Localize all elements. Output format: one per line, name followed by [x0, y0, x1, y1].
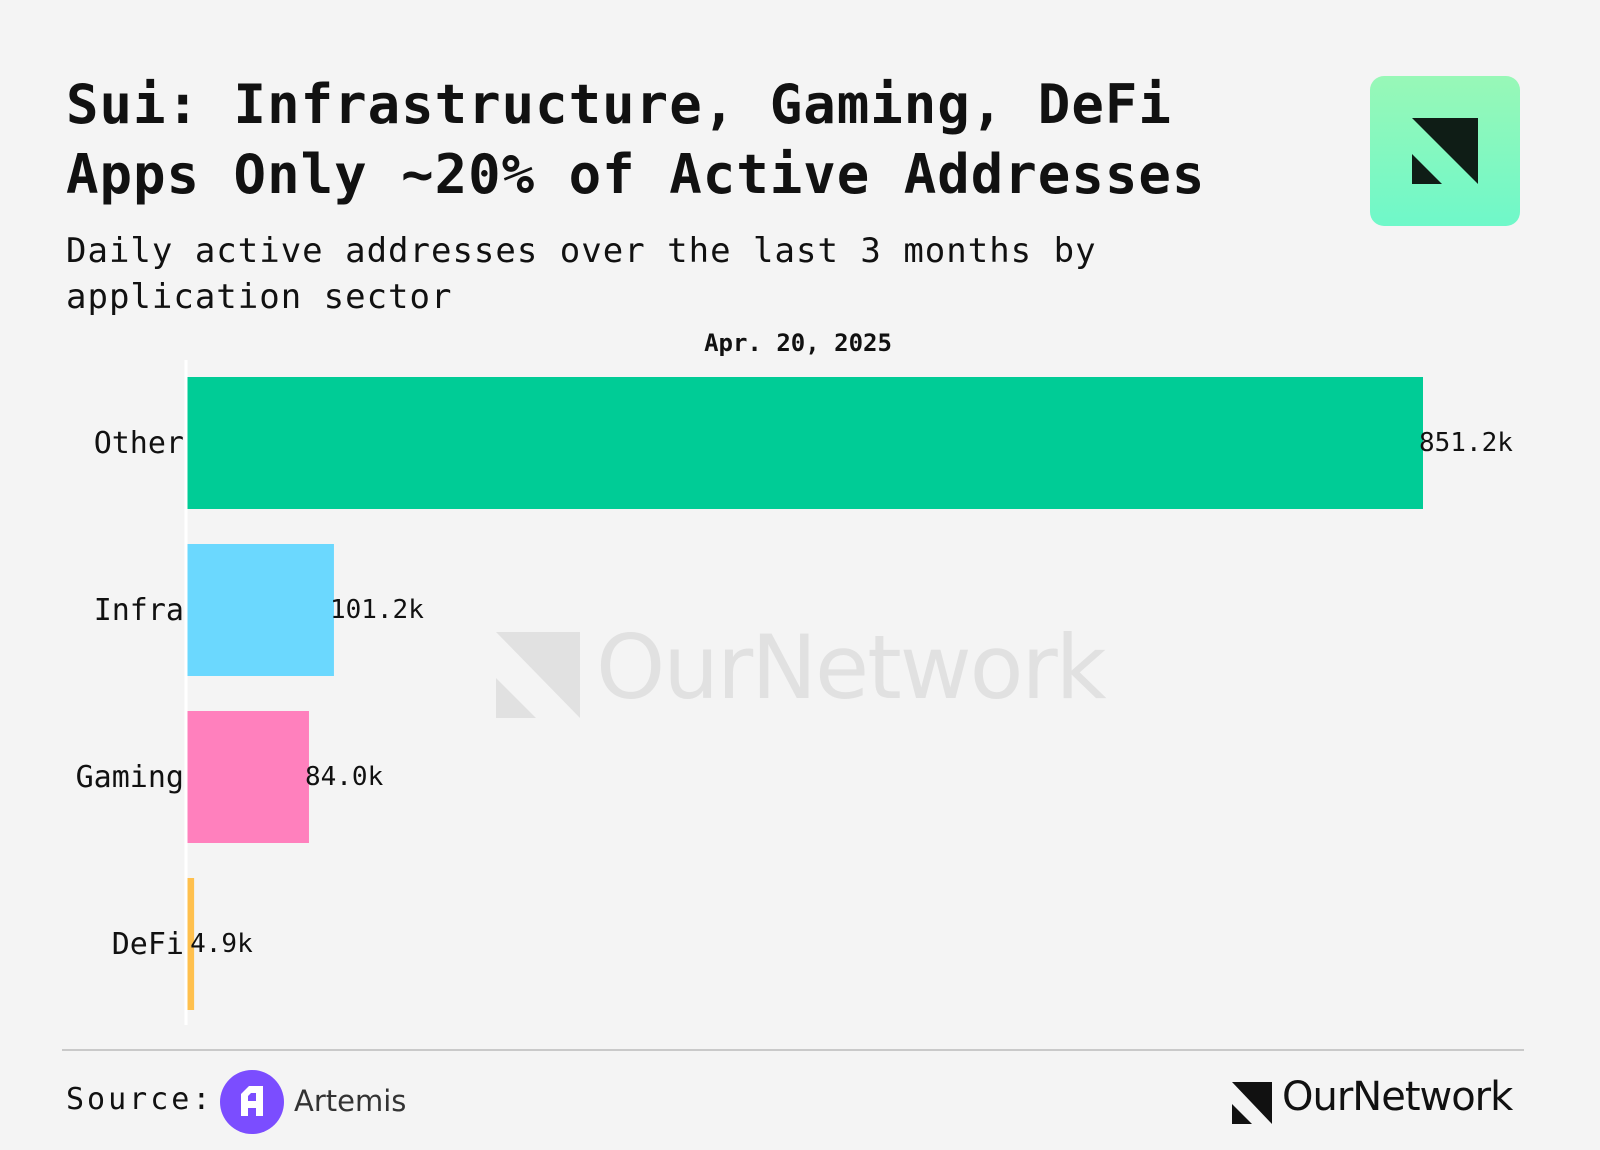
source-label: Source: [66, 1082, 214, 1117]
bar-infra [187, 544, 334, 676]
bar-defi [187, 878, 195, 1010]
bar-chart: Apr. 20, 2025 Other 851.2k Infra 101.2k Gamin… [76, 329, 1513, 1025]
ournetwork-logo-icon [1370, 76, 1520, 226]
chart-date-label: Apr. 20, 2025 [704, 329, 892, 357]
artemis-logo-icon [220, 1070, 284, 1134]
watermark-text: OurNetwork [596, 616, 1107, 719]
page-title: Sui: Infrastructure, Gaming, DeFi Apps O… [66, 73, 1206, 206]
category-label: DeFi [112, 927, 184, 962]
divider [62, 1049, 1524, 1051]
source-name: Artemis [294, 1084, 407, 1118]
category-label: Infra [94, 593, 184, 628]
category-label: Other [94, 426, 184, 461]
category-label: Gaming [76, 760, 184, 795]
page-subtitle: Daily active addresses over the last 3 m… [66, 231, 1097, 317]
footer-brand-name: OurNetwork [1282, 1074, 1513, 1120]
value-label: 4.9k [190, 929, 253, 959]
bar-gaming [187, 711, 309, 843]
value-label: 84.0k [305, 762, 384, 792]
bar-other [187, 377, 1423, 509]
value-label: 851.2k [1419, 428, 1513, 458]
value-label: 101.2k [330, 595, 424, 625]
